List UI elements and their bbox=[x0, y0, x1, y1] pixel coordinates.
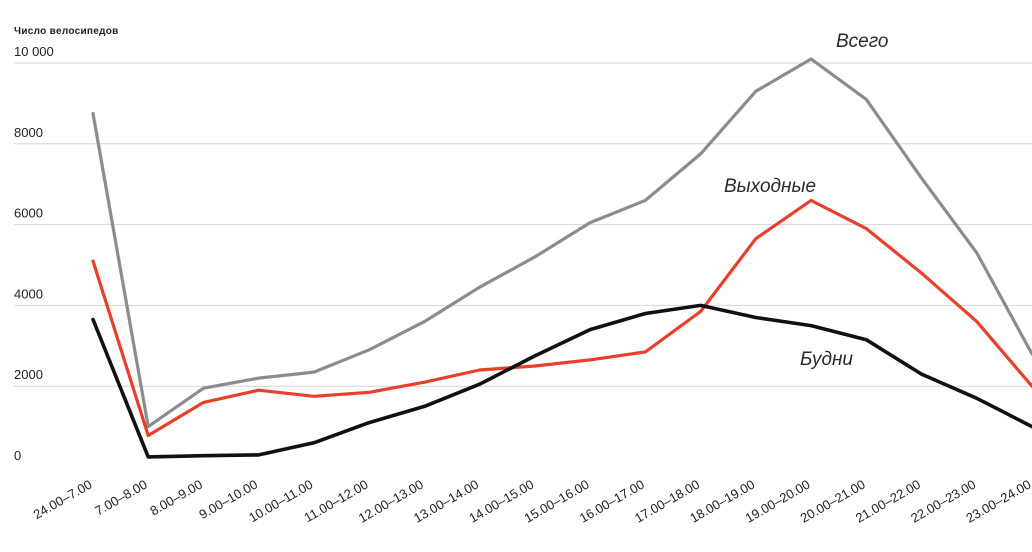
series-label-total: Всего bbox=[836, 31, 888, 52]
series-label-weekdays: Будни bbox=[800, 349, 853, 370]
series-line-weekdays bbox=[91, 303, 1032, 459]
y-tick-label: 6000 bbox=[14, 206, 43, 221]
y-tick-label: 0 bbox=[14, 448, 21, 463]
y-axis-title: Число велосипедов bbox=[14, 26, 119, 37]
y-tick-label: 2000 bbox=[14, 367, 43, 382]
gridlines bbox=[14, 62, 1032, 387]
x-tick-label: 7.00–8.00 bbox=[92, 477, 150, 519]
x-tick-label: 24.00–7.00 bbox=[31, 477, 95, 523]
x-tick-label: 8.00–9.00 bbox=[147, 477, 205, 519]
series-labels: Всего Выходные Будни bbox=[724, 31, 888, 370]
x-tick-labels: 24.00–7.007.00–8.008.00–9.009.00–10.0010… bbox=[31, 477, 1032, 526]
y-tick-labels: 0 2000 4000 6000 8000 10 000 bbox=[14, 44, 54, 463]
series-lines bbox=[91, 57, 1032, 459]
y-tick-label: 4000 bbox=[14, 286, 43, 301]
series-line-total bbox=[91, 57, 1032, 429]
y-tick-label: 10 000 bbox=[14, 44, 54, 59]
y-tick-label: 8000 bbox=[14, 125, 43, 140]
series-label-weekend: Выходные bbox=[724, 176, 816, 197]
series-line-weekend bbox=[91, 198, 1032, 438]
